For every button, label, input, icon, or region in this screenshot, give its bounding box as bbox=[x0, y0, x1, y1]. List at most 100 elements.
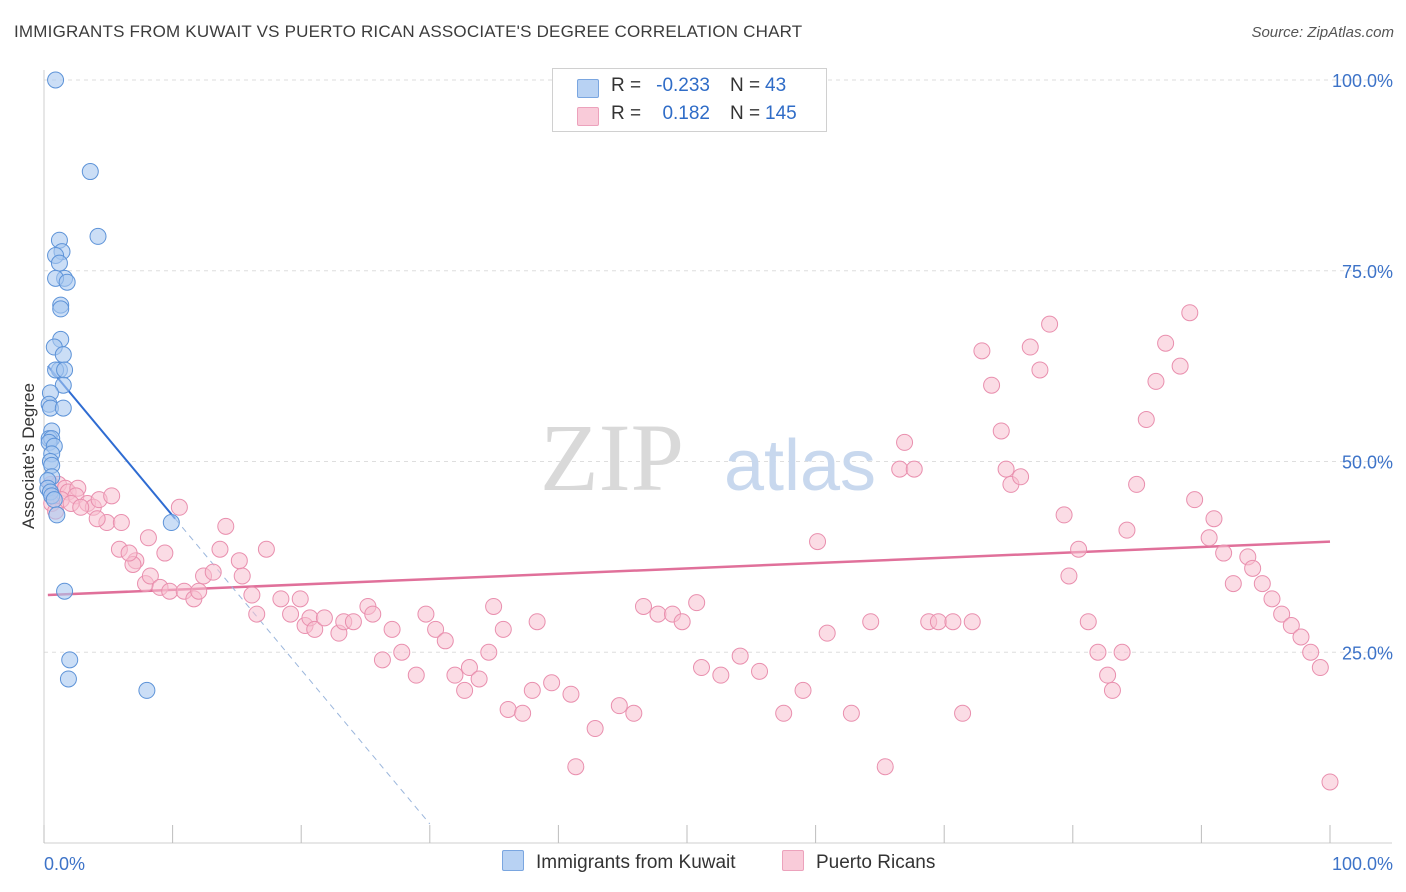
data-point-puerto-ricans bbox=[1070, 540, 1088, 558]
data-point-puerto-ricans bbox=[112, 514, 130, 532]
legend-r-value-kuwait: -0.233 bbox=[656, 75, 710, 96]
data-point-puerto-ricans bbox=[673, 613, 691, 631]
data-point-puerto-ricans bbox=[775, 704, 793, 722]
data-point-puerto-ricans bbox=[480, 643, 498, 661]
tick-labels: 100.0% 75.0% 50.0% 25.0% 0.0% 100.0% bbox=[44, 71, 1393, 874]
data-point-puerto-ricans bbox=[983, 376, 1001, 394]
data-point-puerto-ricans bbox=[1055, 506, 1073, 524]
series-legend-swatch-pink bbox=[782, 850, 804, 871]
data-point-kuwait bbox=[54, 376, 72, 394]
legend-r-value-puerto-ricans: 0.182 bbox=[662, 103, 710, 124]
data-point-puerto-ricans bbox=[282, 605, 300, 623]
data-point-puerto-ricans bbox=[161, 582, 179, 600]
legend-n-label: N = bbox=[730, 75, 761, 96]
data-point-puerto-ricans bbox=[1186, 491, 1204, 509]
data-point-puerto-ricans bbox=[1021, 338, 1039, 356]
data-point-puerto-ricans bbox=[1321, 773, 1339, 791]
data-point-puerto-ricans bbox=[649, 605, 667, 623]
data-point-kuwait bbox=[81, 163, 99, 181]
series-legend-puerto-ricans: Puerto Ricans bbox=[782, 850, 935, 876]
data-point-puerto-ricans bbox=[929, 613, 947, 631]
data-point-puerto-ricans bbox=[1253, 575, 1271, 593]
data-point-kuwait bbox=[54, 346, 72, 364]
data-point-kuwait bbox=[59, 670, 77, 688]
data-point-puerto-ricans bbox=[315, 609, 333, 627]
chart-source: Source: ZipAtlas.com bbox=[1251, 24, 1394, 41]
data-point-puerto-ricans bbox=[876, 758, 894, 776]
data-point-puerto-ricans bbox=[373, 651, 391, 669]
y-axis-label: Associate's Degree bbox=[19, 383, 38, 529]
data-point-puerto-ricans bbox=[712, 666, 730, 684]
legend-swatch-blue bbox=[577, 79, 599, 98]
data-point-puerto-ricans bbox=[1099, 666, 1117, 684]
data-point-puerto-ricans bbox=[499, 700, 517, 718]
data-point-puerto-ricans bbox=[523, 681, 541, 699]
data-point-puerto-ricans bbox=[257, 540, 275, 558]
data-point-puerto-ricans bbox=[204, 563, 222, 581]
data-point-kuwait bbox=[45, 491, 63, 509]
data-point-puerto-ricans bbox=[818, 624, 836, 642]
y-tick-label: 25.0% bbox=[1342, 643, 1393, 663]
data-point-puerto-ricans bbox=[103, 487, 121, 505]
legend-r-label: R = bbox=[611, 75, 642, 96]
data-point-puerto-ricans bbox=[944, 613, 962, 631]
series-legend-swatch-blue bbox=[502, 850, 524, 871]
y-tick-label: 50.0% bbox=[1342, 453, 1393, 473]
watermark: ZIP atlas bbox=[540, 404, 876, 511]
data-point-puerto-ricans bbox=[1060, 567, 1078, 585]
data-point-puerto-ricans bbox=[141, 567, 159, 585]
data-point-puerto-ricans bbox=[1171, 357, 1189, 375]
data-point-puerto-ricans bbox=[1137, 411, 1155, 429]
data-point-kuwait bbox=[138, 681, 156, 699]
data-point-puerto-ricans bbox=[456, 681, 474, 699]
data-point-puerto-ricans bbox=[954, 704, 972, 722]
series-legend-kuwait: Immigrants from Kuwait bbox=[502, 850, 736, 876]
data-point-puerto-ricans bbox=[383, 620, 401, 638]
series-legend-label-puerto-ricans: Puerto Ricans bbox=[816, 852, 936, 873]
data-point-puerto-ricans bbox=[446, 666, 464, 684]
data-point-puerto-ricans bbox=[1147, 372, 1165, 390]
data-point-puerto-ricans bbox=[364, 605, 382, 623]
data-point-puerto-ricans bbox=[120, 544, 138, 562]
data-point-kuwait bbox=[47, 71, 65, 89]
data-point-puerto-ricans bbox=[243, 586, 261, 604]
data-point-puerto-ricans bbox=[973, 342, 991, 360]
trend-lines bbox=[47, 365, 1331, 825]
axes bbox=[43, 70, 1392, 844]
data-point-puerto-ricans bbox=[72, 498, 90, 516]
data-point-puerto-ricans bbox=[842, 704, 860, 722]
data-point-puerto-ricans bbox=[1200, 529, 1218, 547]
data-point-puerto-ricans bbox=[88, 510, 106, 528]
data-point-puerto-ricans bbox=[1031, 361, 1049, 379]
data-point-puerto-ricans bbox=[1302, 643, 1320, 661]
correlation-legend: R = -0.233 N = 43 R = 0.182 N = 145 bbox=[552, 68, 827, 132]
series-legend-label-kuwait: Immigrants from Kuwait bbox=[536, 852, 736, 873]
data-point-puerto-ricans bbox=[992, 422, 1010, 440]
data-point-puerto-ricans bbox=[170, 498, 188, 516]
data-point-puerto-ricans bbox=[1311, 659, 1329, 677]
data-point-puerto-ricans bbox=[562, 685, 580, 703]
x-tick-label-min: 0.0% bbox=[44, 854, 85, 874]
data-point-puerto-ricans bbox=[567, 758, 585, 776]
series-immigrants-from-kuwait bbox=[39, 71, 180, 699]
series-puerto-ricans bbox=[42, 304, 1339, 791]
data-point-puerto-ricans bbox=[634, 597, 652, 615]
y-tick-label: 100.0% bbox=[1332, 71, 1393, 91]
data-point-puerto-ricans bbox=[862, 613, 880, 631]
data-point-puerto-ricans bbox=[1012, 468, 1030, 486]
data-point-puerto-ricans bbox=[217, 517, 235, 535]
data-point-puerto-ricans bbox=[1244, 559, 1262, 577]
data-point-puerto-ricans bbox=[436, 632, 454, 650]
data-point-puerto-ricans bbox=[809, 533, 827, 551]
data-point-puerto-ricans bbox=[1215, 544, 1233, 562]
data-point-puerto-ricans bbox=[233, 567, 251, 585]
data-point-kuwait bbox=[89, 227, 107, 245]
data-point-puerto-ricans bbox=[543, 674, 561, 692]
data-point-puerto-ricans bbox=[1292, 628, 1310, 646]
data-point-puerto-ricans bbox=[1263, 590, 1281, 608]
data-point-puerto-ricans bbox=[1113, 643, 1131, 661]
data-point-puerto-ricans bbox=[211, 540, 229, 558]
data-point-puerto-ricans bbox=[896, 433, 914, 451]
data-point-kuwait bbox=[50, 254, 68, 272]
data-point-puerto-ricans bbox=[1128, 475, 1146, 493]
